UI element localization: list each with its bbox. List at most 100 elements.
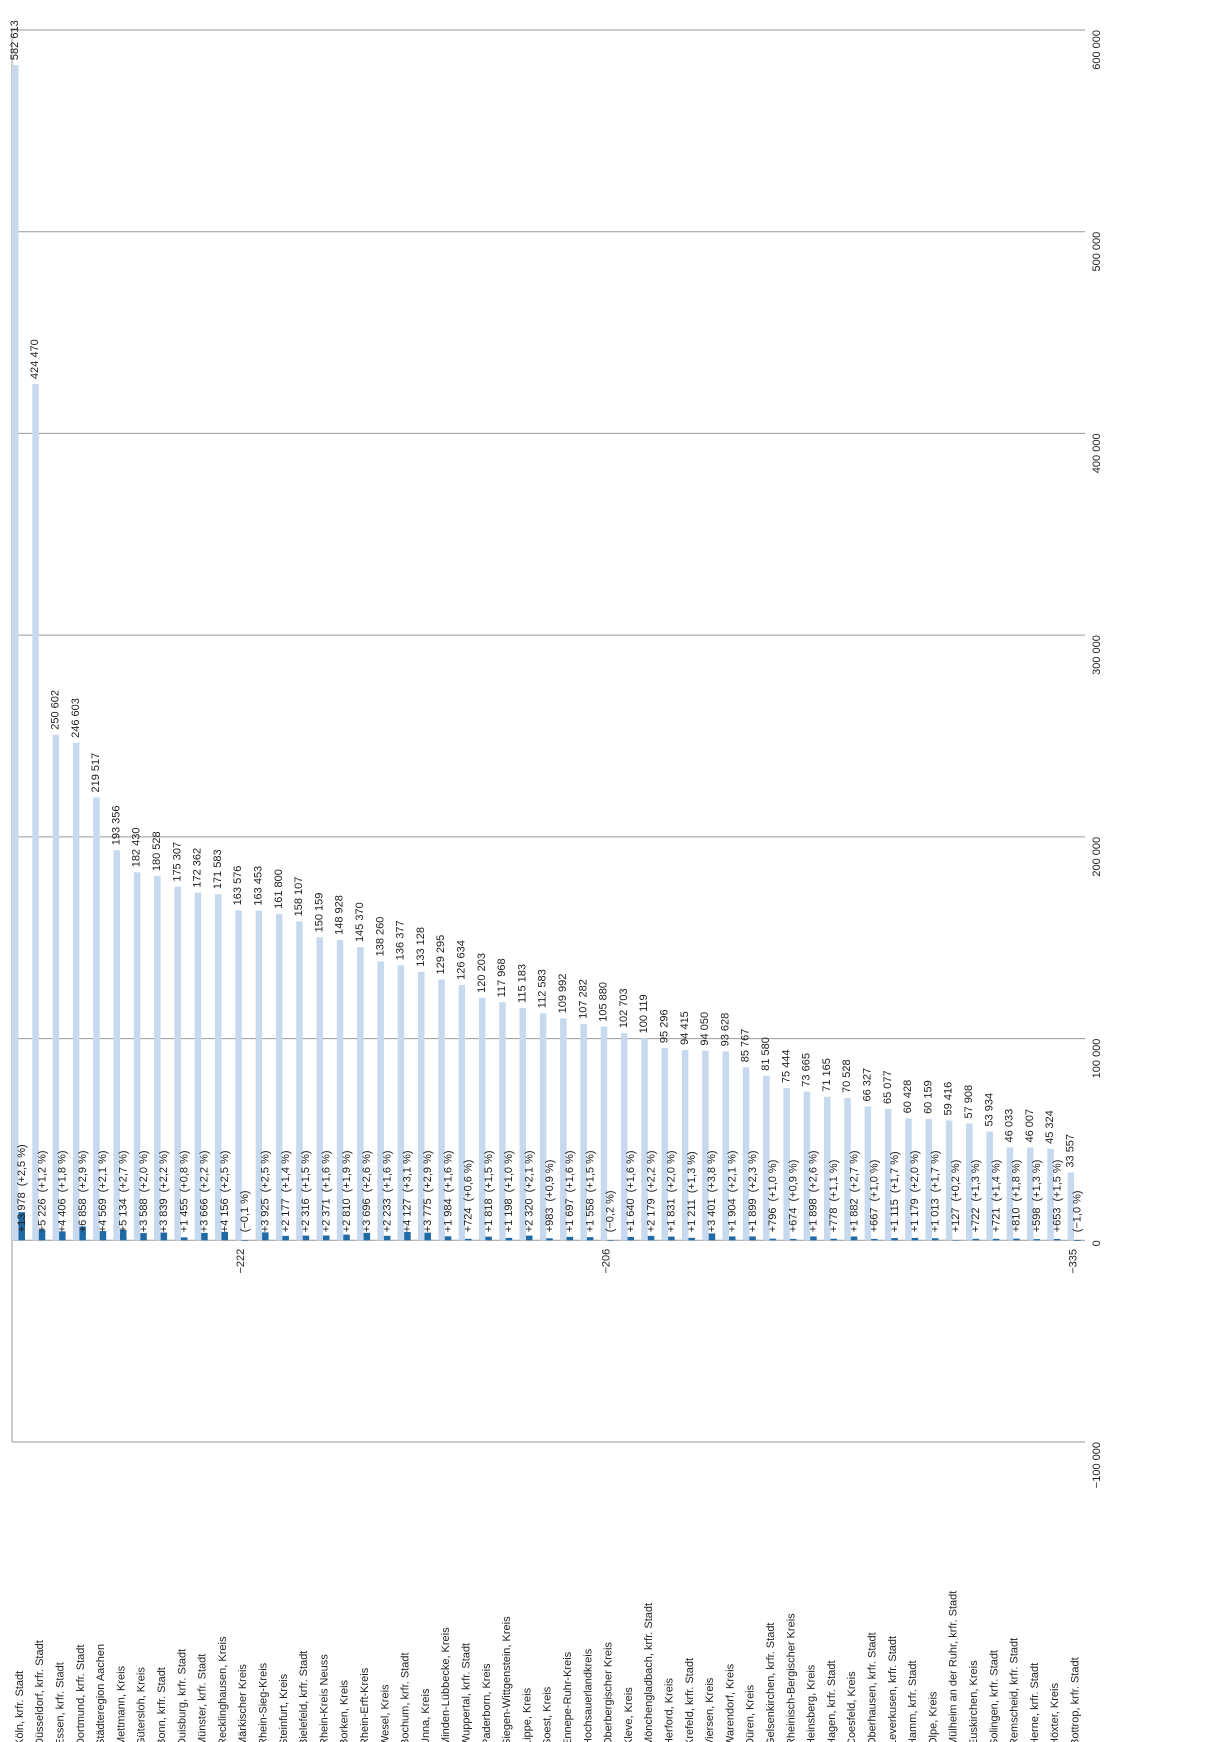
total-bar: [93, 797, 100, 1241]
total-label: 65 077: [882, 1070, 894, 1104]
total-label: 57 908: [963, 1085, 975, 1119]
x-tick-label: Gelsenkirchen, krfr. Stadt: [765, 1623, 777, 1742]
change-percent: (+2,1 %): [97, 1150, 109, 1192]
x-tick-label: Warendorf, Kreis: [724, 1663, 736, 1742]
x-tick-label: Leverkusen, krfr. Stadt: [887, 1636, 899, 1742]
change-bar: [424, 1232, 431, 1241]
change-label: +3 775 (+2,9 %): [422, 1150, 434, 1232]
x-tick-label: Köln, krfr. Stadt: [14, 1671, 26, 1742]
change-bar: [952, 1240, 959, 1241]
total-label: 60 159: [922, 1080, 934, 1114]
total-bar: [336, 939, 344, 1241]
x-tick-label: Mönchengladbach, krfr. Stadt: [643, 1603, 655, 1742]
change-percent: (+2,6 %): [808, 1150, 820, 1192]
total-label: 161 800: [273, 869, 285, 909]
change-bar: [546, 1238, 553, 1241]
change-percent: (+2,6 %): [361, 1150, 373, 1192]
change-percent: (+1,6 %): [564, 1150, 576, 1192]
x-tick-label: Herford, Kreis: [664, 1678, 676, 1742]
change-label: +1 558 (+1,5 %): [584, 1150, 596, 1232]
x-tick-label: Hagen, krfr. Stadt: [826, 1660, 838, 1742]
change-bar: [526, 1235, 533, 1241]
total-label: 85 767: [740, 1029, 752, 1063]
total-bar: [621, 1033, 628, 1241]
change-bar: [1074, 1240, 1081, 1241]
total-label: 94 415: [679, 1011, 691, 1045]
x-tick-label: Mettmann, Kreis: [115, 1665, 127, 1742]
change-bar: [708, 1233, 716, 1241]
change-bar: [1053, 1238, 1061, 1241]
change-bar: [282, 1235, 289, 1241]
total-bar: [702, 1050, 709, 1241]
total-label: 172 362: [192, 848, 204, 888]
total-label: 59 416: [943, 1082, 955, 1116]
total-bar: [275, 913, 283, 1241]
x-tick-label: Münster, krfr. Stadt: [197, 1654, 209, 1742]
x-tick-label: Kleve, Kreis: [623, 1687, 635, 1742]
change-percent: (+2,5 %): [16, 1144, 28, 1186]
total-label: 75 444: [780, 1049, 792, 1083]
change-percent: (+1,8 %): [57, 1150, 69, 1192]
total-bar: [600, 1026, 608, 1241]
change-value: +6 858: [77, 1198, 89, 1232]
x-tick-label: Essen, krfr. Stadt: [55, 1662, 67, 1742]
change-label: +1 882 (+2,7 %): [848, 1150, 860, 1232]
total-label: 158 107: [293, 877, 305, 917]
change-bar: [38, 1229, 46, 1241]
change-label: +810 (+1,8 %): [1011, 1160, 1023, 1233]
y-tick-label: 600 000: [1091, 30, 1103, 70]
y-tick-label: 500 000: [1091, 232, 1103, 272]
change-percent: (+1,5 %): [584, 1150, 596, 1192]
x-tick-label: Bonn, krfr. Stadt: [156, 1667, 168, 1742]
total-label: 133 128: [415, 927, 427, 967]
x-tick-label: Rhein-Kreis Neuss: [318, 1654, 330, 1742]
x-tick-label: Siegen-Wittgenstein, Kreis: [501, 1616, 513, 1742]
change-value: +3 666: [199, 1198, 211, 1232]
total-bar: [661, 1048, 669, 1241]
change-value: +1 558: [584, 1198, 596, 1232]
change-value: −335: [1068, 1249, 1080, 1274]
change-bar: [729, 1236, 736, 1241]
change-percent: (+2,7 %): [117, 1150, 129, 1192]
change-value: +722: [970, 1208, 982, 1233]
total-label: 73 665: [801, 1053, 813, 1087]
total-label: 582 613: [9, 20, 21, 60]
x-tick-label: Bielefeld, krfr. Stadt: [298, 1651, 310, 1742]
change-percent: (+1,3 %): [1031, 1160, 1043, 1202]
change-value: +1 697: [564, 1198, 576, 1232]
change-label: +2 177 (+1,4 %): [280, 1150, 292, 1232]
total-label: 60 428: [902, 1080, 914, 1114]
total-bar: [519, 1007, 526, 1241]
total-bar: [174, 886, 181, 1241]
change-percent: (+1,4 %): [280, 1150, 292, 1192]
total-bar: [945, 1120, 953, 1241]
y-tick-label: 400 000: [1091, 433, 1103, 473]
total-bar: [478, 997, 486, 1241]
total-label: 94 050: [699, 1012, 711, 1046]
x-tick-label: Rhein-Sieg-Kreis: [258, 1662, 270, 1742]
change-percent: (+2,2 %): [645, 1150, 657, 1192]
x-tick-label: Mülheim an der Ruhr, krfr. Stadt: [948, 1591, 960, 1742]
total-bar: [722, 1051, 729, 1241]
x-tick-label: Krefeld, krfr. Stadt: [684, 1658, 696, 1742]
change-bar: [850, 1236, 858, 1241]
change-value: +674: [787, 1208, 799, 1233]
x-tick-label: Düsseldorf, krfr. Stadt: [34, 1640, 46, 1742]
change-value: +2 316: [300, 1198, 312, 1232]
total-label: 138 260: [374, 917, 386, 957]
total-label: 163 453: [253, 866, 265, 906]
x-tick-label: Städteregion Aachen: [95, 1644, 107, 1742]
x-tick-label: Solingen, krfr. Stadt: [988, 1650, 1000, 1742]
change-percent: (+1,5 %): [483, 1150, 495, 1192]
change-percent: (+2,9 %): [422, 1150, 434, 1192]
change-bar: [586, 1237, 594, 1241]
total-bar: [925, 1118, 932, 1241]
change-value: +5 134: [117, 1198, 129, 1232]
change-value: +4 127: [402, 1198, 414, 1232]
change-label: +4 156 (+2,5 %): [219, 1150, 231, 1232]
change-bar: [972, 1238, 980, 1241]
x-tick-label: Duisburg, krfr. Stadt: [176, 1649, 188, 1742]
change-bar: [323, 1235, 330, 1241]
total-bar: [12, 65, 19, 1241]
change-label: +3 696 (+2,6 %): [361, 1150, 373, 1232]
